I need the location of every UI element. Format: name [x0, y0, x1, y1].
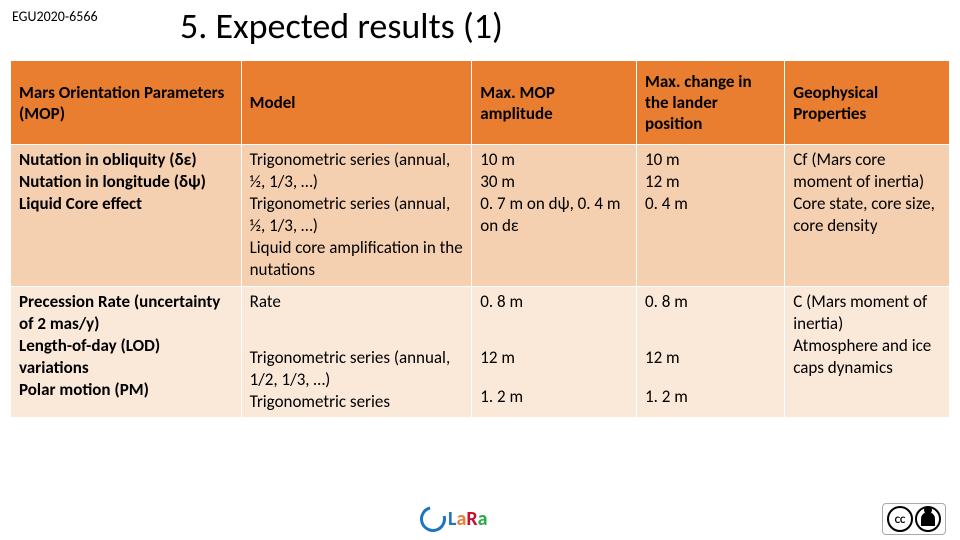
- cell-text: Polar motion (PM): [19, 379, 233, 401]
- slide-title: 5. Expected results (1): [180, 4, 503, 48]
- cell-text: Core state, core size, core density: [793, 193, 941, 237]
- cell-text: 0. 8 m: [480, 291, 628, 313]
- lara-logo: L a R a: [420, 506, 487, 532]
- cell-text: 12 m: [480, 347, 628, 369]
- table-row: Nutation in obliquity (δε) Nutation in l…: [11, 145, 950, 287]
- cell-text: 0. 4 m: [645, 193, 776, 215]
- cell-text: Rate: [250, 291, 464, 313]
- cell-text: 12 m: [645, 171, 776, 193]
- cell-text: Liquid Core effect: [19, 193, 233, 215]
- cell-text: 10 m: [645, 149, 776, 171]
- cell-text: Precession Rate (uncertainty of 2 mas/y): [19, 291, 233, 335]
- header-id: EGU2020-6566: [12, 8, 98, 25]
- cell-text: Length-of-day (LOD) variations: [19, 335, 233, 379]
- table-row: Precession Rate (uncertainty of 2 mas/y)…: [11, 286, 950, 417]
- cell-text: Trigonometric series (annual, 1/2, 1/3, …: [250, 347, 464, 391]
- logo-letter: L: [448, 507, 456, 531]
- swirl-icon: [415, 501, 451, 537]
- cc-icon: CC: [887, 506, 913, 532]
- cell-text: 1. 2 m: [645, 386, 776, 408]
- cell-text: 0. 7 m on dψ, 0. 4 m on dε: [480, 193, 628, 237]
- cell-text: Trigonometric series: [250, 391, 464, 413]
- results-table: Mars Orientation Parameters (MOP) Model …: [10, 60, 950, 418]
- logo-letter: a: [478, 507, 488, 531]
- cell-text: 30 m: [480, 171, 628, 193]
- cell-text: Atmosphere and ice caps dynamics: [793, 335, 941, 379]
- cell-text: Trigonometric series (annual, ½, 1/3, …): [250, 193, 464, 237]
- cell-text: Nutation in obliquity (δε): [19, 149, 233, 171]
- by-icon: [915, 506, 941, 532]
- cc-license: CC: [882, 503, 946, 535]
- footer: L a R a CC: [0, 502, 960, 536]
- col-header-change: Max. change in the lander position: [636, 61, 784, 145]
- cell-text: 1. 2 m: [480, 386, 628, 408]
- cell-text: Cf (Mars core moment of inertia): [793, 149, 941, 193]
- logo-letter: R: [466, 507, 477, 531]
- cell-text: 0. 8 m: [645, 291, 776, 313]
- cell-text: Trigonometric series (annual, ½, 1/3, …): [250, 149, 464, 193]
- col-header-model: Model: [241, 61, 472, 145]
- cell-text: C (Mars moment of inertia): [793, 291, 941, 335]
- col-header-mop: Mars Orientation Parameters (MOP): [11, 61, 242, 145]
- col-header-geophys: Geophysical Properties: [785, 61, 950, 145]
- cell-text: Liquid core amplification in the nutatio…: [250, 237, 464, 281]
- cell-text: 10 m: [480, 149, 628, 171]
- cell-text: 12 m: [645, 347, 776, 369]
- logo-letter: a: [456, 507, 466, 531]
- cell-text: Nutation in longitude (δψ): [19, 171, 233, 193]
- col-header-amplitude: Max. MOP amplitude: [472, 61, 637, 145]
